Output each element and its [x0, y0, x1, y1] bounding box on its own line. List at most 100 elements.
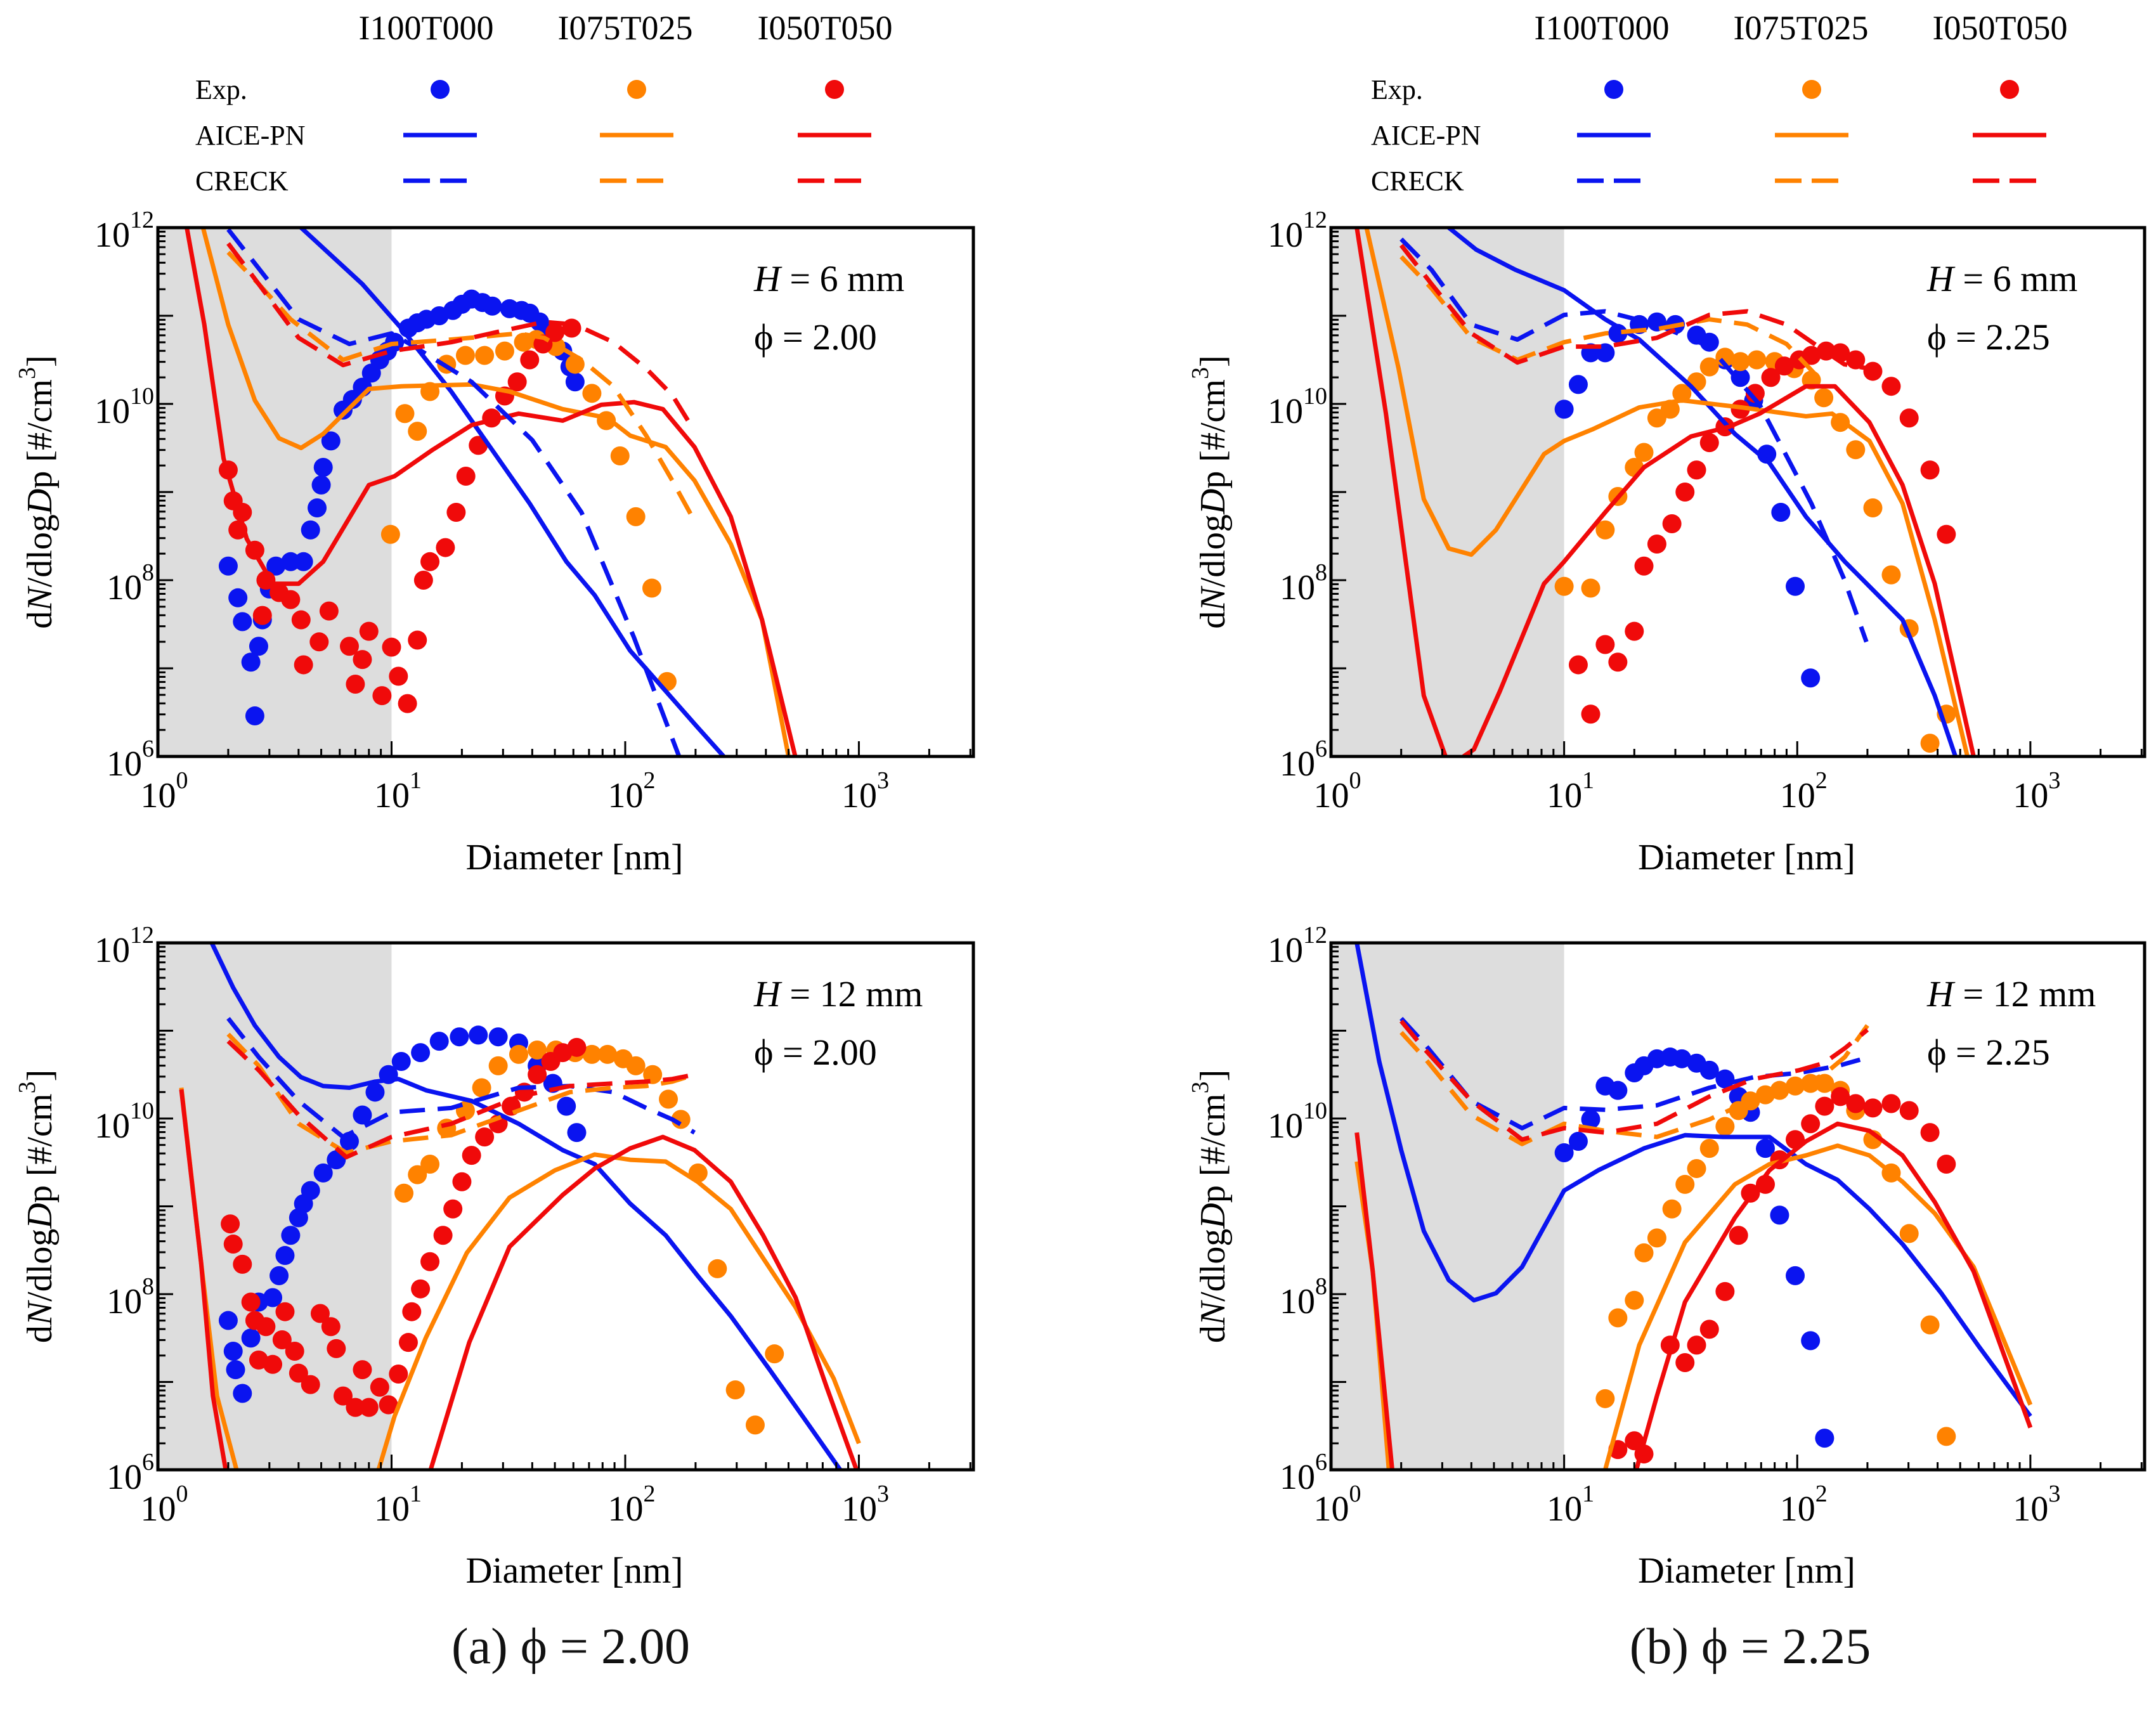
- tick-exponent: 3: [877, 1481, 889, 1507]
- tick-base: 10: [1280, 1458, 1315, 1497]
- exp-data-point: [1634, 443, 1654, 462]
- exp-data-point: [1634, 1243, 1654, 1262]
- exp-data-point: [346, 675, 365, 694]
- exp-data-point: [1699, 1320, 1719, 1339]
- exp-data-point: [346, 1397, 365, 1417]
- exp-data-point: [1687, 1158, 1706, 1178]
- legend-case-header: I100T000: [359, 9, 494, 47]
- legend-case-header: I050T050: [758, 9, 893, 47]
- tick-base: 10: [1268, 216, 1303, 255]
- tick-base: 10: [1280, 744, 1315, 784]
- creck-line-I075T025: [226, 250, 697, 522]
- exp-data-point: [582, 1044, 602, 1064]
- x-tick-label: 102: [1780, 1481, 1828, 1529]
- tick-exponent: 8: [142, 559, 154, 586]
- tick-exponent: 2: [1815, 1481, 1828, 1507]
- legend-exp-marker: [1604, 80, 1623, 99]
- exp-data-point: [456, 466, 476, 486]
- exp-data-point: [472, 1078, 491, 1098]
- shaded-region: [158, 228, 392, 756]
- tick-exponent: 8: [1315, 559, 1327, 586]
- exp-data-point: [520, 350, 540, 370]
- series-exp-I075T025: [394, 1040, 784, 1435]
- tick-exponent: 12: [1303, 922, 1327, 949]
- y-tick-label: 106: [1280, 736, 1327, 784]
- creck-line-I075T025: [1399, 1024, 1869, 1146]
- tick-exponent: 10: [130, 1098, 154, 1124]
- exp-data-point: [291, 610, 311, 630]
- exp-data-point: [1863, 1098, 1883, 1118]
- exp-data-point: [281, 590, 301, 609]
- height-annotation: H = 12 mm: [753, 973, 923, 1015]
- y-tick-label: 108: [1280, 559, 1327, 607]
- aice-pn-line-I075T025: [376, 1152, 861, 1470]
- aice-pn-line-I075T025: [1603, 1143, 2033, 1470]
- axis-ticks: [1330, 226, 2143, 758]
- exp-data-point: [1608, 1308, 1628, 1328]
- exp-data-point: [301, 520, 320, 540]
- y-tick-label: 106: [107, 1449, 154, 1497]
- x-tick-label: 102: [607, 1481, 655, 1529]
- legend-group-b: I100T000 I075T025 I050T050 Exp. AICE-PN CRECK: [1371, 9, 2067, 197]
- exp-data-point: [765, 1344, 784, 1364]
- exp-data-point: [557, 1096, 576, 1116]
- y-tick-label: 1010: [1268, 383, 1327, 431]
- exp-data-point: [1568, 375, 1588, 394]
- tick-base: 10: [1547, 776, 1582, 815]
- exp-data-point: [370, 1377, 389, 1397]
- exp-data-point: [249, 637, 268, 656]
- exp-data-point: [391, 1051, 411, 1071]
- exp-data-point: [289, 1363, 308, 1383]
- exp-data-point: [1675, 1174, 1695, 1194]
- phi-annotation: ϕ = 2.00: [754, 1032, 877, 1073]
- y-axis-label: dN/dlogDp [#/cm3]: [14, 1070, 60, 1343]
- aice-pn-line-I100T000: [299, 228, 725, 756]
- exp-data-point: [488, 1027, 508, 1047]
- exp-data-point: [285, 1342, 304, 1361]
- x-tick-label: 100: [141, 1481, 188, 1529]
- exp-data-point: [443, 1199, 463, 1219]
- exp-data-point: [313, 1163, 333, 1183]
- creck-line-I100T000: [226, 1016, 696, 1139]
- exp-data-point: [1786, 576, 1805, 596]
- exp-data-point: [1863, 498, 1883, 518]
- caption-value: = 2.25: [1741, 1619, 1871, 1675]
- exp-data-point: [567, 1123, 587, 1143]
- aice-pn-line-I050T050: [428, 1134, 859, 1470]
- exp-data-point: [1745, 384, 1765, 403]
- exp-data-point: [626, 507, 646, 526]
- tick-base: 10: [141, 1489, 176, 1529]
- y-tick-label: 1012: [94, 922, 154, 970]
- aice-pn-line-I050T050: [1354, 1132, 1394, 1470]
- creck-line-I100T000: [1399, 237, 1869, 643]
- exp-data-point: [475, 1127, 495, 1147]
- exp-data-point: [642, 578, 661, 598]
- exp-data-point: [313, 458, 333, 477]
- creck-line-I075T025: [1399, 255, 1820, 379]
- exp-data-point: [301, 1181, 320, 1200]
- exp-data-point: [1801, 668, 1821, 688]
- exp-data-point: [241, 1328, 261, 1348]
- exp-data-point: [1937, 1155, 1956, 1174]
- caption-a: (a) ϕ = 2.00: [451, 1618, 690, 1676]
- axis-ticks: [157, 942, 971, 1471]
- exp-data-point: [1802, 346, 1821, 365]
- height-annotation: H = 6 mm: [1926, 258, 2077, 299]
- series-exp-I050T050: [221, 1037, 587, 1417]
- caption-b: (b) ϕ = 2.25: [1630, 1618, 1871, 1676]
- exp-data-point: [1715, 1117, 1735, 1136]
- tick-exponent: 12: [1303, 207, 1327, 233]
- exp-data-point: [408, 630, 427, 650]
- exp-data-point: [1920, 1315, 1940, 1335]
- exp-data-point: [241, 652, 261, 672]
- exp-data-point: [420, 1252, 440, 1271]
- exp-data-point: [389, 666, 408, 686]
- exp-data-point: [1771, 502, 1791, 522]
- tick-base: 10: [107, 744, 142, 784]
- exp-data-point: [1608, 652, 1628, 672]
- height-annotation: H = 6 mm: [753, 258, 904, 299]
- tick-base: 10: [607, 776, 643, 815]
- tick-exponent: 1: [410, 1481, 422, 1507]
- exp-data-point: [275, 1302, 295, 1321]
